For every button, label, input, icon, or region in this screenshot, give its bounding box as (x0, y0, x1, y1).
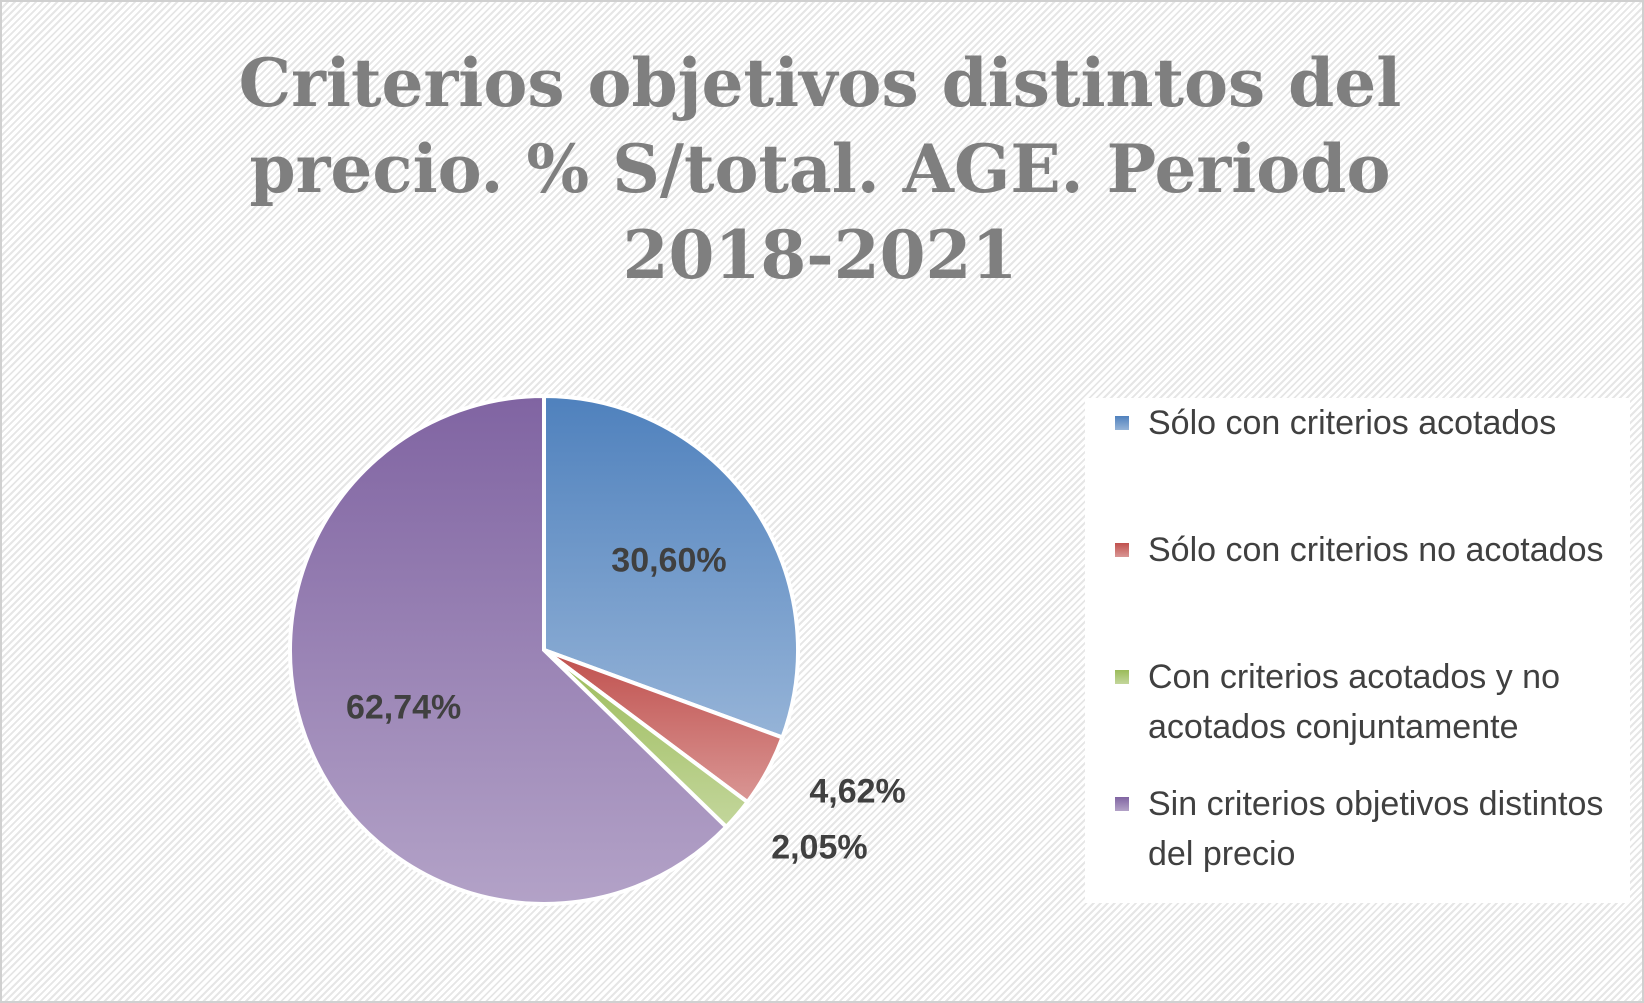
pie-slice (542, 393, 800, 741)
legend: Sólo con criterios acotados Sólo con crit… (1085, 398, 1630, 903)
data-label: 30,60% (611, 542, 726, 580)
legend-swatch (1115, 797, 1129, 811)
legend-label: Sólo con criterios no acotados (1148, 531, 1604, 569)
data-label: 2,05% (771, 828, 867, 866)
data-label: 4,62% (809, 773, 905, 811)
data-label: 62,74% (346, 688, 461, 726)
legend-swatch (1115, 416, 1129, 430)
legend-item: Sólo con criterios no acotados (1115, 525, 1644, 575)
legend-label: Sin criterios objetivos distintos del pr… (1148, 785, 1604, 873)
legend-item: Con criterios acotados y no acotados con… (1115, 652, 1644, 752)
legend-swatch (1115, 543, 1129, 557)
pie-slice (288, 393, 730, 906)
legend-item: Sólo con criterios acotados (1115, 398, 1644, 448)
legend-label: Con criterios acotados y no acotados con… (1148, 658, 1560, 746)
legend-swatch (1115, 670, 1129, 684)
legend-item: Sin criterios objetivos distintos del pr… (1115, 779, 1644, 879)
legend-label: Sólo con criterios acotados (1148, 404, 1557, 442)
chart-title: Criterios objetivos distintos del precio… (238, 44, 1402, 294)
